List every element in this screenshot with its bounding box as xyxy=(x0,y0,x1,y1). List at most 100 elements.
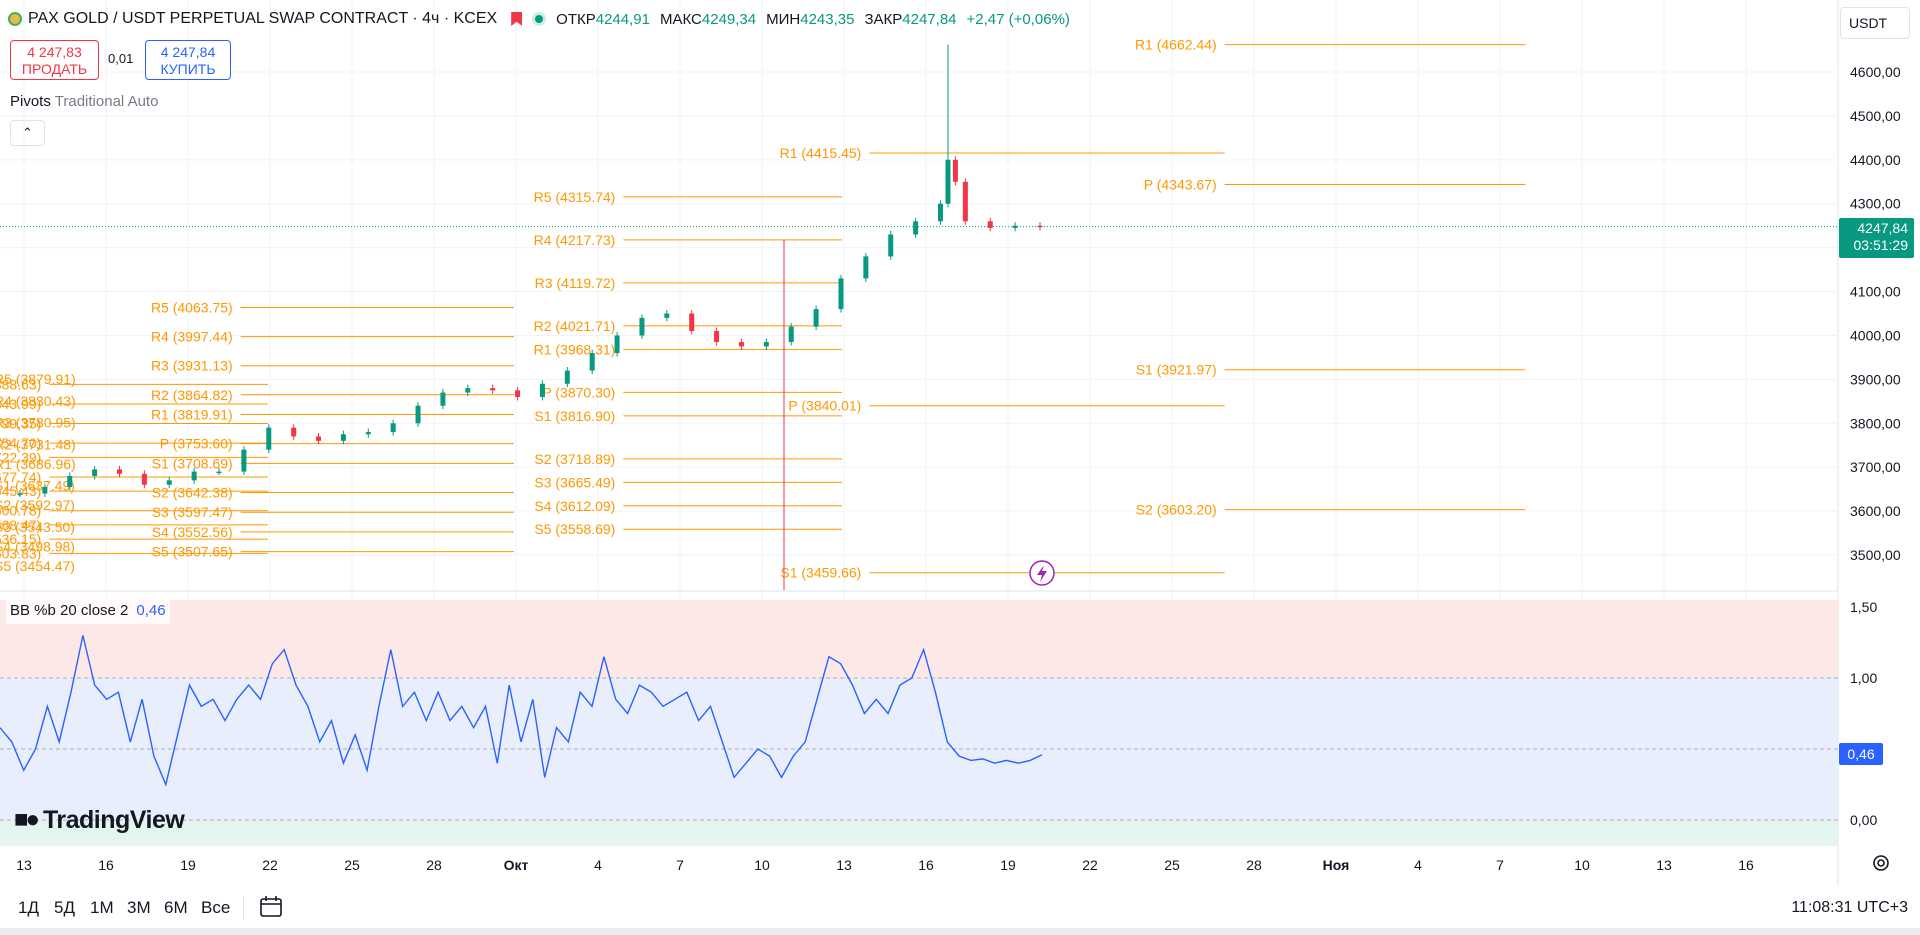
price-axis-label: 4000,00 xyxy=(1850,327,1901,343)
candle-body xyxy=(340,434,346,441)
pivot-label: R5 (3879.91) xyxy=(0,371,76,387)
buy-price: 4 247,84 xyxy=(160,44,216,60)
candle-body xyxy=(962,181,968,222)
ohlc-close: ЗАКР4247,84 xyxy=(864,10,957,28)
candle-body xyxy=(813,309,819,327)
price-axis-label: 4600,00 xyxy=(1850,64,1901,80)
ohlc-low: МИН4243,35 xyxy=(766,10,855,28)
pivot-label: R4 (3843.99) xyxy=(0,396,41,412)
range-5d-button[interactable]: 5Д xyxy=(54,898,75,917)
candle-body xyxy=(952,159,958,182)
indicator-params: Traditional Auto xyxy=(54,93,159,110)
pivot-label: S2 (3718.89) xyxy=(534,451,615,467)
sell-button[interactable]: 4 247,83 ПРОДАТЬ xyxy=(10,40,99,80)
pivot-label: R4 (3830.43) xyxy=(0,393,76,409)
pivot-label: R1 (3686.96) xyxy=(0,456,76,472)
ohlc-open: ОТКР4244,91 xyxy=(556,10,650,28)
pivot-label: P (3677.74) xyxy=(0,469,41,485)
range-all-button[interactable]: Все xyxy=(201,898,231,917)
clock-timezone[interactable]: 11:08:31 UTC+3 xyxy=(1791,899,1908,916)
price-axis-label: 4100,00 xyxy=(1850,284,1901,300)
pivot-label: S1 (3816.90) xyxy=(534,408,615,424)
buy-button[interactable]: 4 247,84 КУПИТЬ xyxy=(145,40,231,80)
time-axis-label: 16 xyxy=(918,857,934,873)
currency-selector[interactable]: USDT xyxy=(1840,7,1910,39)
tradingview-logo[interactable]: ■● TradingView xyxy=(14,805,185,835)
time-axis-label: 4 xyxy=(594,857,602,873)
candle-body xyxy=(738,342,744,347)
candle-body xyxy=(440,392,446,406)
calendar-icon[interactable] xyxy=(258,894,284,920)
pivot-label: R3 (3931.13) xyxy=(151,358,233,374)
pivot-label: S5 (3454.47) xyxy=(0,558,75,574)
pivot-label: S5 (3503.83) xyxy=(0,545,41,561)
price-axis-label: 4400,00 xyxy=(1850,152,1901,168)
candle-body xyxy=(141,473,147,485)
time-axis-label: 10 xyxy=(754,857,770,873)
gear-icon[interactable] xyxy=(1870,852,1892,874)
bb-value-tag: 0,46 xyxy=(1839,743,1883,765)
candle-body xyxy=(639,317,645,336)
time-axis-label: 25 xyxy=(344,857,360,873)
pivot-label: P (3870.30) xyxy=(542,384,615,400)
pivot-label: R1 (3819.91) xyxy=(151,407,233,423)
bar-countdown: 03:51:29 xyxy=(1853,237,1909,253)
time-axis-label: 19 xyxy=(180,857,196,873)
time-axis-label: 13 xyxy=(836,857,852,873)
symbol-logo-icon xyxy=(8,12,22,26)
candle-body xyxy=(365,432,371,435)
candle-body xyxy=(415,405,421,424)
pivot-label: S4 (3498.98) xyxy=(0,538,75,554)
pivot-label: P (3840.01) xyxy=(788,398,861,414)
candle-body xyxy=(539,383,545,397)
pivot-label: P (4343.67) xyxy=(1144,177,1217,193)
time-axis-label: 28 xyxy=(426,857,442,873)
pivot-label: R1 (3722.39) xyxy=(0,449,41,465)
pivot-label: S1 (3921.97) xyxy=(1136,362,1217,378)
candle-body xyxy=(689,313,695,332)
time-axis-label: 22 xyxy=(262,857,278,873)
price-axis-label: 3800,00 xyxy=(1850,415,1901,431)
flag-icon[interactable] xyxy=(511,12,523,26)
range-6m-button[interactable]: 6М xyxy=(164,898,188,917)
candle-body xyxy=(17,493,23,496)
collapse-legend-button[interactable]: ⌃ xyxy=(10,120,45,146)
live-dot-icon xyxy=(532,12,547,26)
bottom-scroll-strip xyxy=(0,928,1920,935)
indicator-name: Pivots xyxy=(10,93,51,110)
candle-body xyxy=(241,449,247,472)
candle-body xyxy=(589,353,595,371)
pivot-label: S4 (3612.09) xyxy=(534,498,615,514)
symbol-title[interactable]: PAX GOLD / USDT PERPETUAL SWAP CONTRACT … xyxy=(28,10,498,27)
bb-axis-label: 0,00 xyxy=(1850,812,1877,828)
symbol-legend[interactable]: PAX GOLD / USDT PERPETUAL SWAP CONTRACT … xyxy=(8,6,1070,32)
candle-body xyxy=(945,159,951,204)
pivot-label: R5 (3888.63) xyxy=(0,376,41,392)
range-1d-button[interactable]: 1Д xyxy=(18,898,39,917)
indicator-legend[interactable]: Pivots Traditional Auto xyxy=(10,93,158,110)
pivot-label: S3 (3665.49) xyxy=(534,474,615,490)
price-axis-label: 3700,00 xyxy=(1850,459,1901,475)
spread-value: 0,01 xyxy=(108,51,134,66)
candle-body xyxy=(614,335,620,354)
pivot-label: S5 (3558.69) xyxy=(534,521,615,537)
range-1m-button[interactable]: 1М xyxy=(90,898,114,917)
bb-legend[interactable]: BB %b 20 close 2 0,46 xyxy=(6,598,170,624)
candle-body xyxy=(42,486,48,494)
bb-label: BB %b 20 close 2 xyxy=(10,602,129,619)
pivot-label: R5 (4315.74) xyxy=(534,189,616,205)
price-axis-label: 3900,00 xyxy=(1850,371,1901,387)
price-axis-label: 3500,00 xyxy=(1850,547,1901,563)
time-axis-label: 7 xyxy=(676,857,684,873)
lightning-icon xyxy=(1029,560,1055,586)
candle-body xyxy=(1012,225,1018,228)
brand-name: TradingView xyxy=(43,805,185,834)
pivot-label: S1 (3459.66) xyxy=(780,565,861,581)
candle-body xyxy=(987,221,993,228)
range-3m-button[interactable]: 3М xyxy=(127,898,151,917)
pivot-label: S5 (3507.65) xyxy=(152,544,233,560)
candle-body xyxy=(763,342,769,347)
candle-body xyxy=(191,471,197,481)
candle-body xyxy=(166,480,172,485)
